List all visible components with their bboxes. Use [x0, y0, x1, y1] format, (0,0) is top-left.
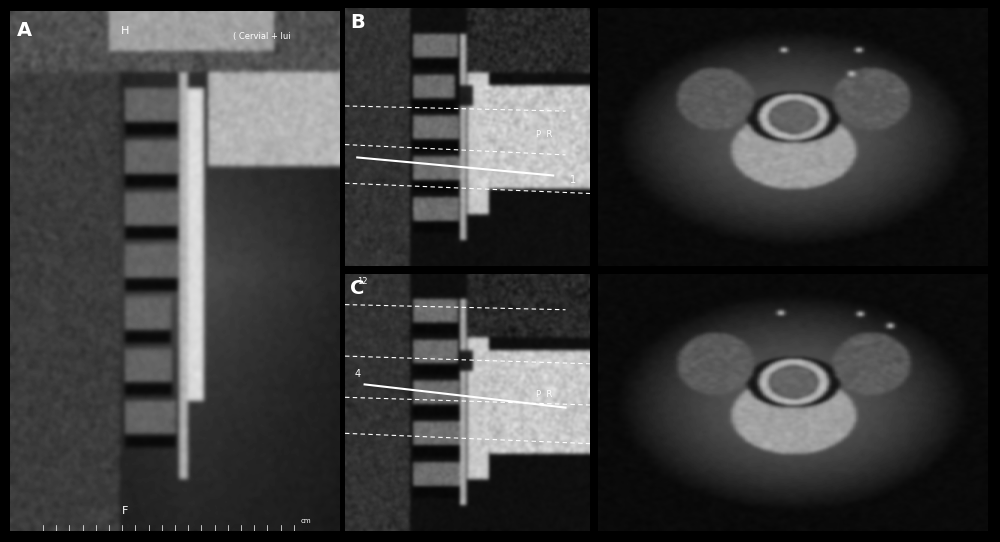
Text: A: A	[17, 21, 32, 40]
Text: 1: 1	[570, 175, 577, 185]
Text: P  R: P R	[536, 130, 552, 139]
Text: H: H	[121, 27, 130, 36]
Text: C: C	[350, 279, 364, 298]
Text: 12: 12	[357, 277, 368, 286]
Text: F: F	[122, 506, 129, 515]
Text: B: B	[350, 13, 365, 33]
Text: P  R: P R	[536, 390, 552, 399]
Text: ( Cervial + lui: ( Cervial + lui	[233, 31, 290, 41]
Text: 4: 4	[355, 369, 361, 379]
Text: cm: cm	[300, 518, 311, 524]
